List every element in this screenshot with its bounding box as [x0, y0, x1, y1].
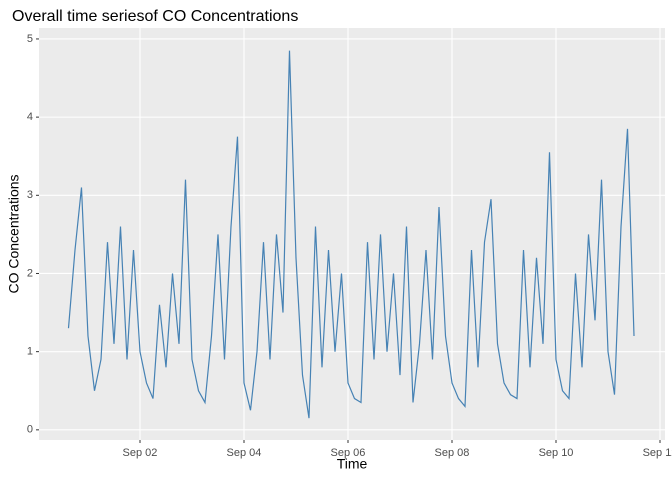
- y-axis-title: CO Concentrations: [6, 174, 22, 293]
- y-tick-label: 4: [27, 111, 33, 123]
- y-tick-label: 2: [27, 267, 33, 279]
- x-tick-label: Sep 08: [435, 447, 470, 459]
- y-tick-label: 0: [27, 424, 33, 436]
- x-tick-label: Sep 12: [643, 447, 672, 459]
- data-line: [67, 50, 635, 419]
- y-tick-label: 5: [27, 33, 33, 45]
- y-tick-label: 1: [27, 346, 33, 358]
- x-tick-label: Sep 10: [539, 447, 574, 459]
- plot-panel: [39, 28, 665, 440]
- chart-title: Overall time seriesof CO Concentrations: [12, 8, 298, 25]
- x-axis-title: Time: [337, 456, 368, 472]
- x-tick-label: Sep 02: [123, 447, 158, 459]
- y-tick-label: 3: [27, 189, 33, 201]
- x-tick-label: Sep 06: [331, 447, 366, 459]
- x-tick-label: Sep 04: [227, 447, 262, 459]
